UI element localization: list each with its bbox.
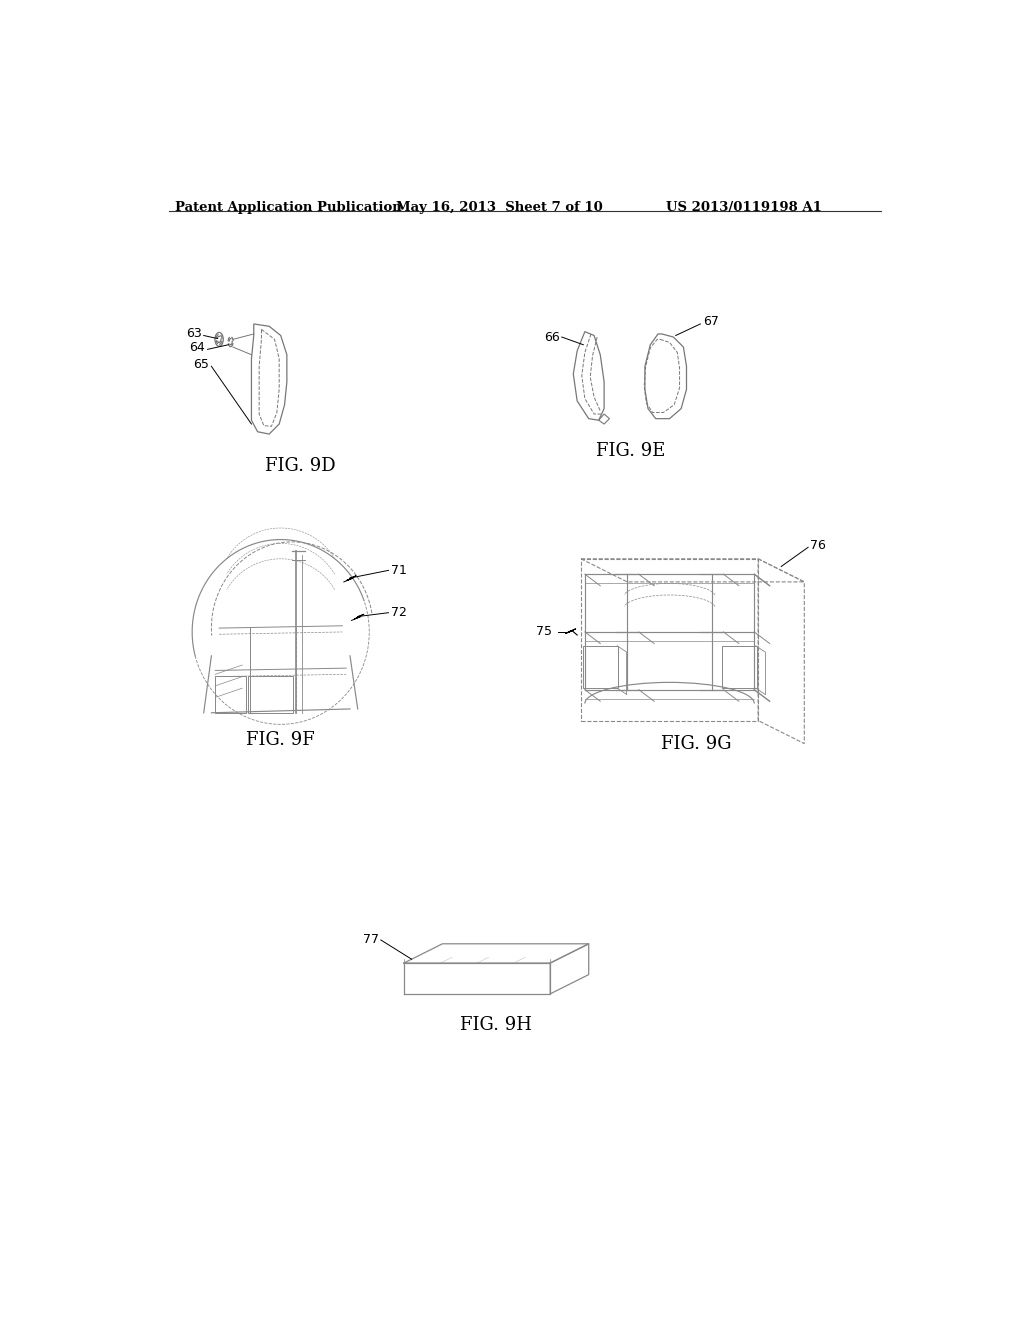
Text: 63: 63 — [185, 327, 202, 341]
Text: 65: 65 — [194, 358, 209, 371]
Text: 71: 71 — [391, 564, 407, 577]
Text: 72: 72 — [391, 606, 407, 619]
Text: Patent Application Publication: Patent Application Publication — [175, 201, 402, 214]
Text: US 2013/0119198 A1: US 2013/0119198 A1 — [666, 201, 821, 214]
Text: FIG. 9F: FIG. 9F — [247, 731, 315, 748]
Text: 75: 75 — [536, 626, 552, 639]
Text: 77: 77 — [362, 933, 379, 946]
Text: FIG. 9E: FIG. 9E — [596, 442, 666, 459]
Text: 64: 64 — [189, 342, 205, 354]
Text: May 16, 2013  Sheet 7 of 10: May 16, 2013 Sheet 7 of 10 — [396, 201, 603, 214]
Text: FIG. 9D: FIG. 9D — [264, 458, 335, 475]
Text: FIG. 9G: FIG. 9G — [662, 735, 732, 752]
Text: 67: 67 — [702, 315, 719, 329]
Text: 76: 76 — [810, 539, 826, 552]
Text: 66: 66 — [544, 330, 559, 343]
Text: FIG. 9H: FIG. 9H — [461, 1015, 532, 1034]
